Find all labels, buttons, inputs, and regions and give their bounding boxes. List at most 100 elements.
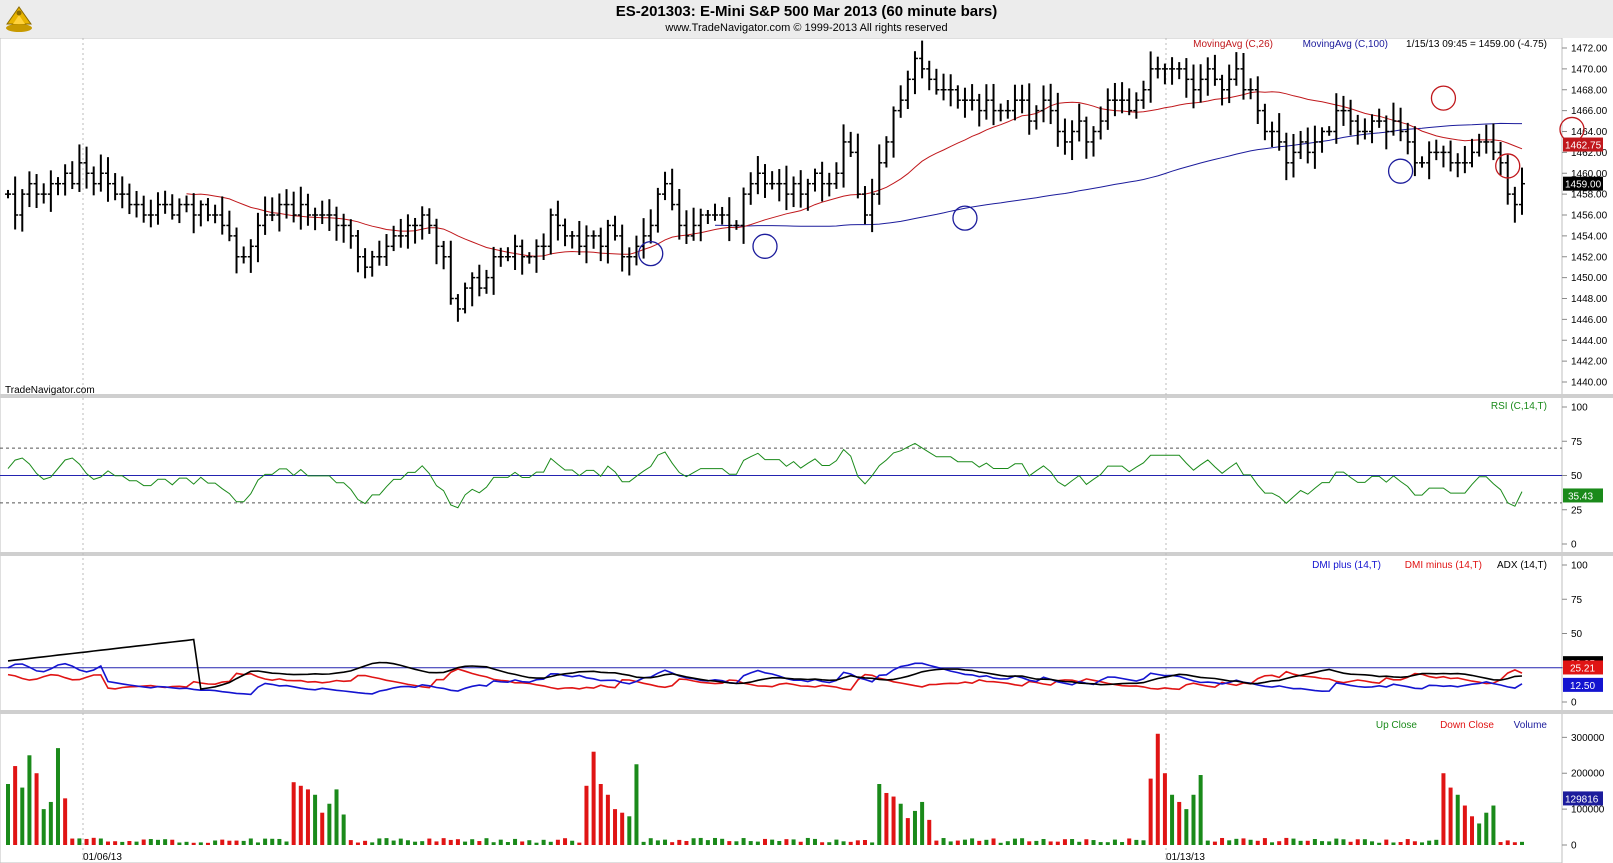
price-bar [1004,100,1011,119]
price-bar [1483,124,1490,154]
volume-bar [627,816,632,845]
volume-bar [555,839,560,845]
price-bar [1276,113,1283,151]
volume-bar [327,803,332,845]
price-value-tag [1563,176,1603,191]
volume-tick-label: 300000 [1571,733,1605,744]
volume-bar [1391,842,1396,845]
price-bar [90,166,97,196]
volume-bar [784,839,789,845]
volume-bar [1477,823,1482,845]
volume-bar [120,841,125,845]
price-bar [754,156,761,195]
volume-bar [1020,838,1025,845]
volume-bar [184,841,189,845]
volume-bar [563,838,568,845]
volume-bar [20,787,25,845]
price-bar [104,157,111,202]
volume-bar [677,839,682,845]
price-bar [362,248,369,279]
price-bar [976,93,983,127]
price-tick-label: 1454.00 [1571,231,1608,242]
volume-bar [263,838,268,845]
volume-bar [1112,839,1117,845]
price-tick-label: 1468.00 [1571,85,1608,96]
volume-bar [505,842,510,845]
volume-bar [1405,839,1410,845]
price-bar [626,247,633,276]
price-bar [562,218,569,247]
price-readout: 1/15/13 09:45 = 1459.00 (-4.75) [1406,39,1547,50]
volume-bar [827,842,832,845]
volume-bar [670,842,675,845]
price-bar [212,204,219,224]
volume-bar [320,812,325,845]
volume-bar [513,838,518,845]
volume-bar [27,755,32,845]
price-bar [1026,83,1033,135]
price-value-tags: 1462.75 1459.00 [1563,137,1603,191]
volume-bar [455,839,460,845]
price-bar [854,133,861,199]
volume-bar [1434,839,1439,845]
volume-bar [213,840,218,845]
price-bar [47,170,54,212]
price-bar [190,193,197,234]
panel-separator-3 [0,710,1613,714]
price-bar [597,227,604,262]
price-bar [33,174,40,209]
volume-bar [55,748,60,845]
volume-bar [891,796,896,845]
volume-bar [1148,778,1153,845]
volume-bar [884,792,889,845]
price-bar [940,73,947,101]
volume-bar [698,837,703,845]
price-bar [712,203,719,221]
volume-bar [105,841,110,845]
rsi-tick-label: 50 [1571,471,1583,482]
volume-bar [177,842,182,845]
price-tick-label: 1456.00 [1571,211,1608,222]
price-bar [690,207,697,241]
volume-bar [748,841,753,845]
volume-bar [634,764,639,845]
price-bar [554,200,561,241]
volume-bar [920,801,925,845]
volume-bar [820,842,825,845]
price-bar [840,124,847,188]
volume-bar [1098,842,1103,845]
price-bar [369,250,376,277]
volume-bar [620,812,625,845]
volume-bar [41,809,46,845]
volume-bar [1048,841,1053,845]
volume-bar [862,839,867,845]
volume-bar [770,839,775,845]
volume-bar [798,841,803,845]
volume-legend: Volume [1514,720,1548,731]
price-bar [876,144,883,205]
panel-separator-2 [0,552,1613,556]
volume-bar [291,782,296,845]
volume-bar [605,794,610,845]
volume-bar [405,840,410,845]
volume-bar [1427,840,1432,845]
volume-panel-bg [0,712,1563,863]
price-bar [76,144,83,192]
volume-bar [927,819,932,845]
ma26-line-group [186,91,1523,257]
volume-bar [977,840,982,845]
volume-bar [905,818,910,845]
price-bar [1211,54,1218,86]
price-bar [1397,107,1404,142]
volume-bar [1120,842,1125,845]
price-bar [1283,132,1290,181]
price-bar [704,210,711,225]
price-bar [119,176,126,209]
volume-bar [141,839,146,845]
x-label-0113: 01/13/13 [1166,852,1205,863]
price-bar [1304,127,1311,164]
price-bar [954,85,961,109]
volume-bar [734,841,739,845]
price-bar [883,136,890,168]
volume-bar [48,801,53,845]
